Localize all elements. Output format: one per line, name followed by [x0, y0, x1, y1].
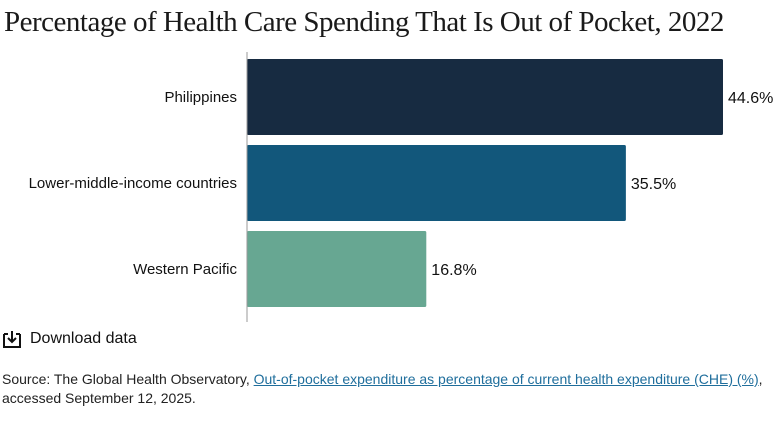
source-suffix: , accessed September 12, 2025.	[2, 371, 763, 406]
value-label-2: 16.8%	[431, 262, 476, 279]
bar-2	[247, 231, 427, 307]
download-icon	[2, 329, 22, 349]
value-label-0: 44.6%	[728, 90, 773, 107]
bar-1	[247, 145, 626, 221]
source-prefix: Source: The Global Health Observatory,	[2, 371, 254, 387]
chart-title: Percentage of Health Care Spending That …	[4, 6, 724, 38]
category-label-2: Western Pacific	[133, 261, 237, 278]
download-data-label: Download data	[30, 330, 137, 347]
source-note: Source: The Global Health Observatory, O…	[2, 370, 774, 408]
bar-0	[247, 59, 723, 135]
category-label-1: Lower-middle-income countries	[29, 175, 237, 192]
bar-chart: Philippines 44.6% Lower-middle-income coun…	[29, 52, 773, 322]
value-label-1: 35.5%	[631, 176, 676, 193]
source-link[interactable]: Out-of-pocket expenditure as percentage …	[253, 371, 759, 387]
category-label-0: Philippines	[164, 89, 237, 106]
download-data-button[interactable]: Download data	[2, 329, 137, 349]
